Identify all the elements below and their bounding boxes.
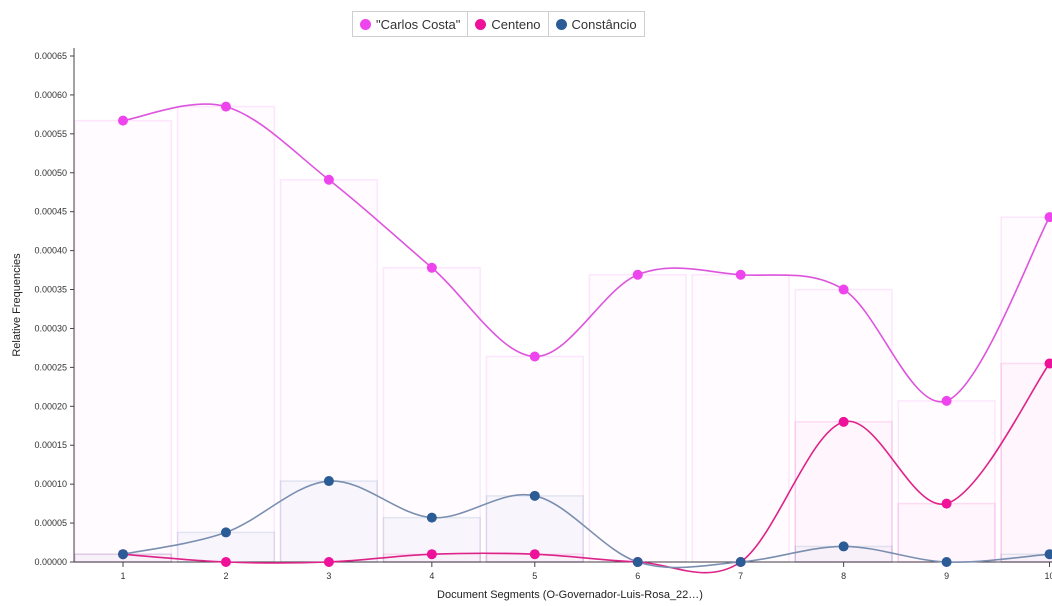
data-point-3-7	[735, 557, 746, 567]
data-point-1-5	[529, 351, 540, 362]
line-layer	[122, 103, 1051, 574]
chart-legend: "Carlos Costa" Centeno Constâncio	[352, 11, 645, 37]
y-tick-label: 0.00055	[34, 129, 67, 139]
data-point-3-4	[426, 512, 437, 523]
x-tick-label: 5	[532, 571, 537, 581]
data-point-3-6	[632, 557, 643, 567]
x-tick-label: 7	[738, 571, 743, 581]
series-line-2	[122, 363, 1051, 574]
x-tick-label: 4	[429, 571, 434, 581]
x-tick-label: 2	[223, 571, 228, 581]
y-tick-label: 0.00050	[34, 168, 67, 178]
data-point-2-2	[220, 557, 231, 567]
data-point-2-5	[529, 549, 540, 560]
data-point-1-8	[838, 284, 849, 295]
series-line-1	[122, 103, 1051, 403]
data-point-2-10	[1044, 358, 1052, 369]
bar-1-6	[588, 273, 687, 563]
data-point-1-2	[220, 101, 231, 112]
y-tick-label: 0.00065	[34, 51, 67, 61]
bar-2-9	[897, 502, 996, 563]
data-point-1-3	[323, 174, 334, 185]
data-point-2-3	[323, 557, 334, 567]
x-tick-label: 8	[841, 571, 846, 581]
bar-2-8	[794, 421, 893, 563]
y-tick-label: 0.00000	[34, 557, 67, 567]
legend-dot-constancio	[555, 18, 567, 30]
data-point-1-1	[118, 115, 128, 126]
data-point-3-5	[529, 490, 540, 501]
y-tick-label: 0.00060	[34, 90, 67, 100]
bar-layer	[73, 105, 1052, 563]
y-tick-label: 0.00020	[34, 401, 67, 411]
data-point-1-4	[426, 262, 437, 273]
legend-label-constancio: Constâncio	[571, 16, 637, 32]
data-point-1-6	[632, 269, 643, 280]
data-point-2-8	[838, 416, 849, 427]
y-tick-label: 0.00025	[34, 362, 67, 372]
legend-item-centeno[interactable]: Centeno	[468, 12, 549, 36]
legend-item-constancio[interactable]: Constâncio	[549, 12, 644, 36]
y-tick-label: 0.00010	[34, 479, 67, 489]
legend-dot-carlos-costa	[360, 18, 371, 30]
y-tick-label: 0.00045	[34, 207, 67, 217]
x-axis-title: Document Segments (O-Governador-Luis-Ros…	[437, 589, 703, 601]
y-tick-label: 0.00005	[34, 518, 67, 528]
x-tick-label: 1	[120, 571, 125, 581]
data-point-3-8	[838, 541, 849, 552]
y-tick-label: 0.00035	[34, 285, 67, 295]
data-point-1-10	[1044, 212, 1052, 223]
data-point-3-2	[220, 527, 231, 538]
legend-label-carlos-costa: "Carlos Costa"	[376, 16, 461, 32]
axes-layer: 0.00000 0.00005 0.00010 0.00015 0.00020 0.000…	[34, 48, 1052, 581]
point-layer	[118, 101, 1052, 567]
data-point-3-9	[941, 557, 952, 567]
x-tick-label: 6	[635, 571, 640, 581]
x-tick-label: 9	[944, 571, 949, 581]
y-tick-label: 0.00040	[34, 246, 67, 256]
legend-item-carlos-costa[interactable]: "Carlos Costa"	[353, 12, 469, 36]
bar-1-1	[73, 119, 173, 563]
bar-2-10	[1000, 362, 1052, 563]
x-tick-label: 3	[326, 571, 331, 581]
legend-label-centeno: Centeno	[491, 16, 541, 32]
y-tick-label: 0.00015	[34, 440, 67, 450]
data-point-1-9	[941, 395, 952, 406]
series-line-3	[122, 480, 1050, 569]
legend-dot-centeno	[475, 18, 487, 30]
data-point-3-3	[323, 476, 334, 487]
y-axis-title: Relative Frequencies	[11, 253, 23, 357]
data-point-2-9	[941, 498, 952, 509]
data-point-3-10	[1044, 549, 1052, 560]
data-point-1-7	[735, 269, 746, 280]
x-tick-label: 10	[1045, 571, 1052, 581]
data-point-3-1	[118, 549, 128, 560]
y-tick-label: 0.00030	[34, 323, 67, 333]
data-point-2-4	[426, 549, 437, 560]
bar-1-2	[176, 105, 276, 563]
